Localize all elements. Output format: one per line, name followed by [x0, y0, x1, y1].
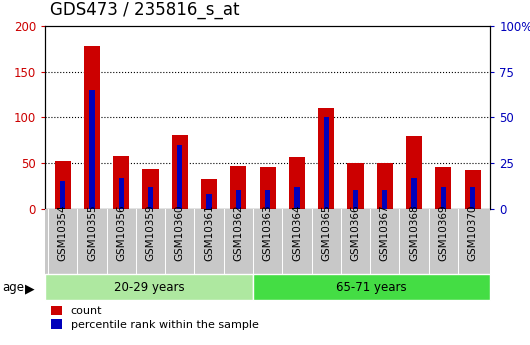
Bar — [353, 190, 358, 209]
Bar — [231, 166, 246, 209]
Bar — [406, 137, 422, 209]
Bar — [207, 194, 211, 209]
Text: age: age — [3, 281, 25, 294]
Bar — [411, 178, 417, 209]
Bar — [265, 190, 270, 209]
Bar — [435, 167, 452, 209]
Bar — [348, 163, 364, 209]
Bar — [470, 187, 475, 209]
Bar — [55, 161, 70, 209]
Bar — [177, 145, 182, 209]
Bar — [89, 90, 94, 209]
Bar — [382, 190, 387, 209]
Bar — [377, 163, 393, 209]
Bar — [289, 157, 305, 209]
Text: GDS473 / 235816_s_at: GDS473 / 235816_s_at — [50, 1, 240, 19]
Bar — [84, 46, 100, 209]
Bar — [45, 274, 253, 300]
Bar — [113, 156, 129, 209]
Bar — [60, 181, 65, 209]
Text: 20-29 years: 20-29 years — [113, 281, 184, 294]
Legend: count, percentile rank within the sample: count, percentile rank within the sample — [50, 306, 259, 330]
Bar — [294, 187, 299, 209]
Text: ▶: ▶ — [25, 283, 35, 295]
Text: 65-71 years: 65-71 years — [336, 281, 407, 294]
Bar — [172, 135, 188, 209]
Bar — [260, 167, 276, 209]
Bar — [318, 108, 334, 209]
Bar — [324, 117, 329, 209]
Bar — [119, 178, 124, 209]
Bar — [236, 190, 241, 209]
Bar — [253, 274, 490, 300]
Bar — [465, 170, 481, 209]
Bar — [148, 187, 153, 209]
Bar — [143, 169, 158, 209]
Bar — [441, 187, 446, 209]
Bar — [201, 179, 217, 209]
